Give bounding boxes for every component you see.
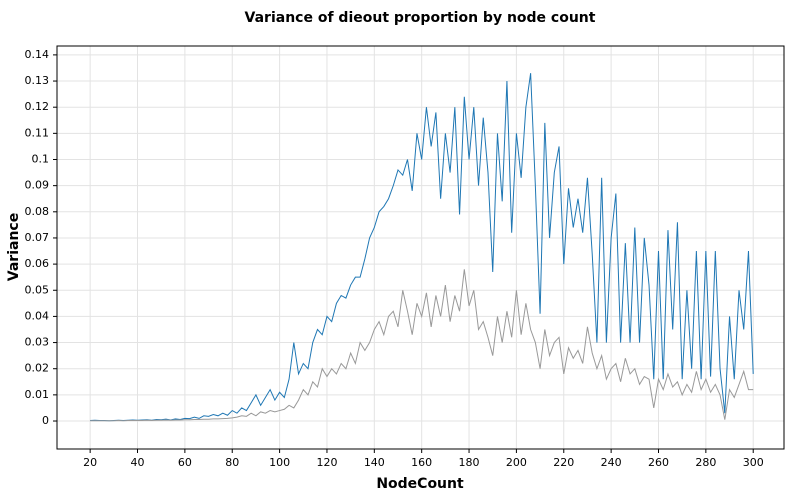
x-tick-label: 60 bbox=[178, 456, 192, 469]
x-tick-label: 180 bbox=[459, 456, 480, 469]
y-tick-label: 0.09 bbox=[25, 179, 50, 192]
x-axis-label: NodeCount bbox=[376, 476, 464, 492]
x-tick-label: 240 bbox=[601, 456, 622, 469]
series-line bbox=[90, 73, 754, 422]
y-tick-label: 0 bbox=[42, 414, 49, 427]
x-tick-label: 200 bbox=[506, 456, 527, 469]
plot-frame bbox=[56, 45, 785, 450]
series-line bbox=[90, 269, 754, 422]
y-tick-label: 0.11 bbox=[25, 126, 50, 139]
x-tick-label: 220 bbox=[553, 456, 574, 469]
chart-title: Variance of dieout proportion by node co… bbox=[245, 10, 596, 26]
x-tick-label: 100 bbox=[269, 456, 290, 469]
y-axis-label: Variance bbox=[6, 213, 22, 281]
x-tick-label: 300 bbox=[743, 456, 764, 469]
y-tick-label: 0.13 bbox=[25, 74, 50, 87]
x-tick-label: 80 bbox=[225, 456, 239, 469]
y-tick-label: 0.01 bbox=[25, 388, 50, 401]
y-tick-label: 0.12 bbox=[25, 100, 50, 113]
y-tick-label: 0.14 bbox=[25, 48, 50, 61]
y-tick-label: 0.08 bbox=[25, 205, 50, 218]
x-tick-label: 20 bbox=[83, 456, 97, 469]
x-tick-label: 160 bbox=[411, 456, 432, 469]
y-tick-label: 0.02 bbox=[25, 362, 50, 375]
x-tick-label: 260 bbox=[648, 456, 669, 469]
y-tick-label: 0.06 bbox=[25, 257, 50, 270]
x-tick-label: 120 bbox=[316, 456, 337, 469]
y-tick-label: 0.05 bbox=[25, 283, 50, 296]
x-tick-label: 280 bbox=[695, 456, 716, 469]
x-tick-label: 140 bbox=[364, 456, 385, 469]
y-tick-label: 0.03 bbox=[25, 336, 50, 349]
y-tick-label: 0.1 bbox=[32, 152, 50, 165]
x-tick-label: 40 bbox=[131, 456, 145, 469]
y-tick-label: 0.07 bbox=[25, 231, 50, 244]
y-tick-label: 0.04 bbox=[25, 309, 50, 322]
